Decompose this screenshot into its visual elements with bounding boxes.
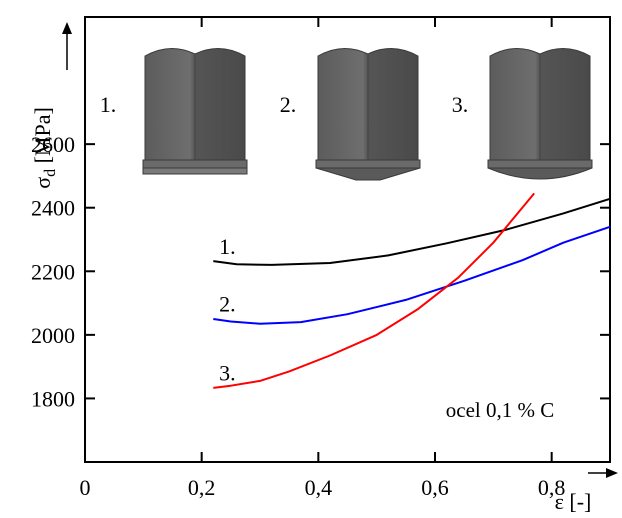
x-tick-label: 0,6 xyxy=(421,475,449,500)
y-axis-title-sub: d xyxy=(42,169,59,177)
y-tick-label: 2000 xyxy=(31,323,75,348)
y-axis-ticks: 1800 2000 2200 2400 2600 xyxy=(31,132,610,411)
y-tick-label: 2600 xyxy=(31,132,75,157)
x-axis-arrow xyxy=(588,468,618,478)
y-axis-arrow xyxy=(62,22,72,70)
specimen-ring xyxy=(487,159,593,169)
y-axis-title: σd [MPa] xyxy=(30,107,59,189)
specimen-ring xyxy=(315,159,421,169)
x-tick-label: 0,2 xyxy=(188,475,216,500)
series-line-3 xyxy=(213,192,535,389)
series-label-1: 1. xyxy=(219,234,236,259)
series-line-1 xyxy=(213,197,611,266)
y-axis-title-main: σ xyxy=(30,177,55,189)
specimen-insets: 1. 2. 3. xyxy=(100,48,593,181)
y-tick-label: 2200 xyxy=(31,259,75,284)
x-axis-ticks: 0 0,2 0,4 0,6 0,8 xyxy=(80,17,566,500)
specimen-label: 3. xyxy=(452,92,469,117)
specimen-3: 3. xyxy=(452,48,593,180)
specimen-tip xyxy=(315,167,421,181)
y-tick-label: 1800 xyxy=(31,386,75,411)
series-label-3: 3. xyxy=(219,361,236,386)
material-annotation: ocel 0,1 % C xyxy=(446,398,554,422)
series-label-2: 2. xyxy=(219,292,236,317)
series-line-2 xyxy=(213,225,611,325)
x-tick-label: 0,8 xyxy=(538,475,566,500)
specimen-label: 1. xyxy=(100,92,117,117)
plot-frame xyxy=(84,16,611,463)
y-tick-label: 2400 xyxy=(31,196,75,221)
y-axis-title-unit: [MPa] xyxy=(30,107,55,169)
x-axis-title: ε [-] xyxy=(555,489,592,514)
specimen-1: 1. xyxy=(100,48,248,175)
specimen-label: 2. xyxy=(280,92,297,117)
x-tick-label: 0,4 xyxy=(305,475,333,500)
specimen-ring xyxy=(142,159,248,169)
x-tick-label: 0 xyxy=(80,475,91,500)
specimen-tip xyxy=(487,167,593,180)
series-group: 1. 2. 3. xyxy=(213,192,611,389)
specimen-tip xyxy=(142,167,248,175)
specimen-2: 2. xyxy=(280,48,421,181)
